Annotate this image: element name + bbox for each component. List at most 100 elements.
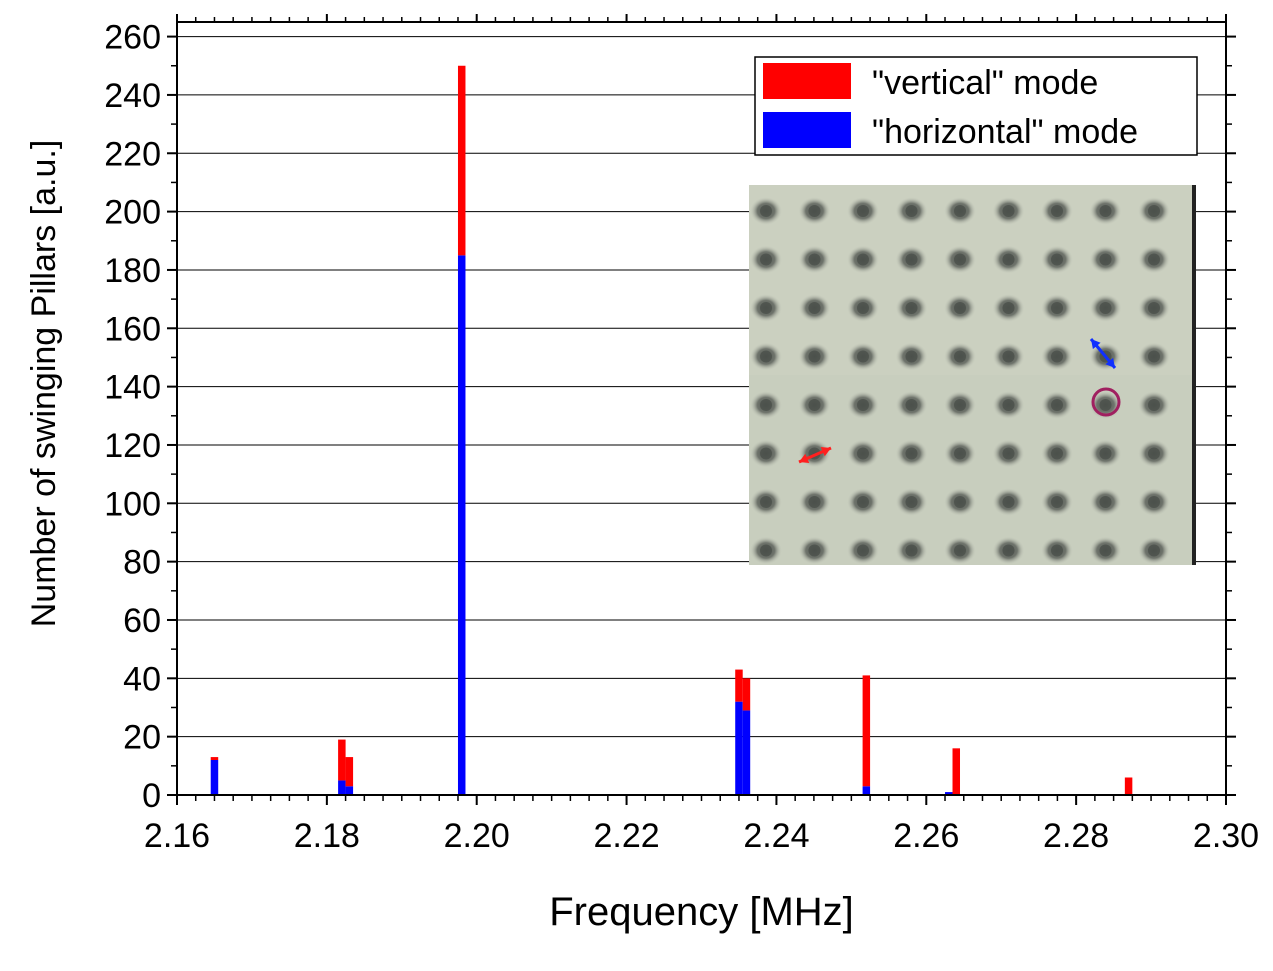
pillar-core <box>1099 253 1112 266</box>
highlight-circle <box>1091 387 1121 417</box>
x-tick-label: 2.26 <box>893 817 959 855</box>
y-tick-label: 60 <box>123 602 161 640</box>
pillar-core <box>1148 399 1160 411</box>
pillar-core <box>1051 447 1063 460</box>
pillar-core <box>1002 302 1015 314</box>
pillar-core <box>954 205 966 217</box>
y-tick-label: 100 <box>104 485 161 523</box>
bar-horizontal <box>210 759 219 795</box>
pillar-core <box>1099 302 1112 314</box>
y-tick-label: 200 <box>104 194 161 232</box>
x-tick-labels: 2.16 2.18 2.20 2.22 2.24 2.26 2.28 2.30 <box>144 817 1259 855</box>
pillar-core <box>1148 544 1160 557</box>
pillar-core <box>808 496 821 508</box>
y-tick-label: 220 <box>104 135 161 173</box>
pillar-core <box>1002 350 1015 363</box>
pillar-core <box>954 399 966 411</box>
pillar-core <box>808 302 821 314</box>
pillar-core <box>954 253 966 266</box>
inset-photo <box>749 185 1196 565</box>
red-double-arrow-icon-head <box>820 447 831 457</box>
pillar-core <box>808 544 821 557</box>
pillar-core <box>857 544 869 557</box>
bar-vertical <box>210 757 219 760</box>
pillar-core <box>760 447 772 460</box>
pillar-core <box>1148 350 1160 363</box>
pillar-core <box>808 205 821 217</box>
pillar-core <box>905 205 918 217</box>
pillar-core <box>857 399 869 411</box>
pillar-core <box>760 253 772 266</box>
pillar-core <box>808 399 821 411</box>
red-double-arrow-icon <box>798 446 832 464</box>
pillar-core <box>857 447 869 460</box>
y-tick-label: 160 <box>104 310 161 348</box>
pillar-core <box>1002 544 1015 557</box>
y-tick-label: 80 <box>123 544 161 582</box>
bar-vertical <box>345 757 354 787</box>
y-tick-label: 0 <box>142 777 161 815</box>
pillar-core <box>905 350 918 363</box>
y-tick-label: 180 <box>104 252 161 290</box>
pillar-core <box>857 302 869 314</box>
pillar-core <box>1051 544 1063 557</box>
pillar-core <box>954 496 966 508</box>
pillar-core <box>905 302 918 314</box>
pillar-core <box>905 253 918 266</box>
pillar-core <box>760 399 772 411</box>
legend-label: "horizontal" mode <box>872 113 1138 151</box>
pillar-core <box>1148 302 1160 314</box>
pillar-core <box>1099 496 1112 508</box>
y-tick-label: 260 <box>104 19 161 57</box>
pillar-core <box>1051 302 1063 314</box>
bar-vertical <box>457 65 466 256</box>
x-tick-label: 2.30 <box>1193 817 1259 855</box>
red-double-arrow-icon-head <box>799 453 810 463</box>
legend-label: "vertical" mode <box>872 64 1098 102</box>
y-tick-label: 240 <box>104 77 161 115</box>
pillar-core <box>1099 544 1112 557</box>
y-tick-label: 140 <box>104 369 161 407</box>
pillar-core <box>857 496 869 508</box>
pillar-core <box>760 350 772 363</box>
pillar-core <box>1148 447 1160 460</box>
bar-horizontal <box>735 701 743 795</box>
pillar-core <box>1148 496 1160 508</box>
bars <box>210 65 1133 795</box>
bar-vertical <box>862 675 871 787</box>
pillar-core <box>760 205 772 217</box>
pillar-core <box>905 399 918 411</box>
bar-horizontal <box>945 792 953 795</box>
inset-edge <box>1192 185 1196 565</box>
bar-vertical <box>742 678 751 711</box>
legend: "vertical" mode "horizontal" mode <box>754 56 1198 156</box>
pillar-core <box>760 496 772 508</box>
pillar-core <box>905 496 918 508</box>
bar-horizontal <box>862 786 871 795</box>
bar-vertical <box>338 739 346 781</box>
pillar-core <box>1002 253 1015 266</box>
blue-double-arrow-icon <box>1089 338 1117 369</box>
y-tick-labels: 0 20 40 60 80 100 120 140 160 180 200 220 240 260 <box>104 19 161 815</box>
pillar-core <box>954 350 966 363</box>
pillar-core <box>1002 205 1015 217</box>
y-tick-label: 120 <box>104 427 161 465</box>
y-axis-label: Number of swinging Pillars [a.u.] <box>25 140 63 628</box>
bar-vertical <box>1124 777 1133 795</box>
pillar-core <box>1099 205 1112 217</box>
pillar-core <box>1002 399 1015 411</box>
pillar-core <box>1002 496 1015 508</box>
pillar-core <box>808 350 821 363</box>
x-tick-label: 2.20 <box>444 817 510 855</box>
pillar-core <box>1051 496 1063 508</box>
pillar-core <box>1148 253 1160 266</box>
pillar-core <box>808 253 821 266</box>
pillar-core <box>905 544 918 557</box>
blue-double-arrow-icon-head <box>1105 357 1115 368</box>
bar-vertical <box>735 669 743 702</box>
pillar-core <box>1099 399 1112 411</box>
pillar-core <box>954 447 966 460</box>
bar-vertical <box>952 748 961 795</box>
pillar-core <box>954 302 966 314</box>
